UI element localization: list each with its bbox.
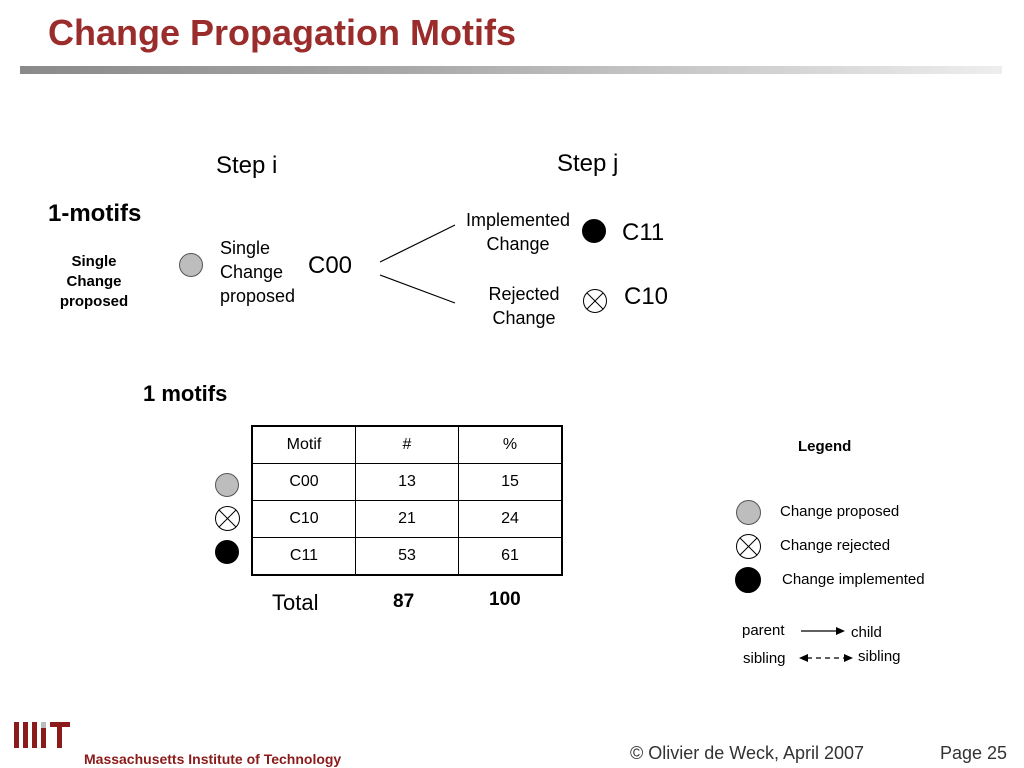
sibling-arrow-icon [799, 654, 853, 662]
legend-rejected-icon [736, 534, 761, 559]
change-implemented-icon [582, 219, 606, 243]
legend-title: Legend [798, 438, 852, 455]
change-rejected-icon [215, 506, 240, 531]
cell-count: 13 [355, 463, 459, 501]
legend-proposed-icon [736, 500, 761, 525]
cell-motif: C10 [251, 500, 356, 538]
table-header-row: Motif # % [251, 425, 563, 464]
table-row: C11 53 61 [251, 537, 563, 576]
rejected-change-label: Rejected Change [488, 284, 560, 328]
implemented-change-label: Implemented Change [465, 210, 571, 254]
legend-parent-label: parent [742, 622, 785, 639]
page-number: Page 25 [940, 743, 1008, 763]
edge-to-implemented [379, 224, 456, 263]
step-i-label: Step i [216, 152, 278, 179]
node-c00-label: C00 [308, 252, 353, 279]
cell-percent: 24 [458, 500, 563, 538]
title-rule [20, 66, 1002, 74]
node-c00-description: Single Change proposed [220, 238, 296, 306]
slide-title: Change Propagation Motifs [48, 12, 516, 53]
column-header-percent: % [458, 425, 563, 464]
column-header-count: # [355, 425, 459, 464]
edge-to-rejected [379, 274, 456, 304]
table-row: C10 21 24 [251, 500, 563, 538]
total-label: Total [272, 590, 319, 615]
one-motifs-table-heading: 1 motifs [143, 381, 228, 406]
legend-sibling-right-label: sibling [858, 648, 901, 665]
copyright-text: © Olivier de Weck, April 2007 [630, 743, 865, 763]
single-change-proposed-label: Single Change proposed [59, 253, 129, 310]
node-c10-label: C10 [624, 283, 669, 310]
total-count: 87 [393, 591, 415, 612]
legend-sibling-left-label: sibling [743, 650, 786, 667]
legend-implemented-label: Change implemented [782, 571, 925, 588]
legend-child-label: child [851, 624, 882, 641]
total-percent: 100 [489, 589, 521, 610]
mit-logo-icon [14, 722, 70, 748]
motif-table: Motif # % C00 13 15 C10 21 24 C11 53 61 [251, 425, 563, 576]
node-c11-label: C11 [622, 219, 665, 246]
cell-count: 53 [355, 537, 459, 576]
change-rejected-icon [583, 289, 607, 313]
legend-rejected-label: Change rejected [780, 537, 891, 554]
one-motifs-heading: 1-motifs [48, 200, 142, 227]
change-proposed-icon [179, 253, 203, 277]
cell-count: 21 [355, 500, 459, 538]
cell-percent: 61 [458, 537, 563, 576]
table-row: C00 13 15 [251, 463, 563, 501]
legend-implemented-icon [735, 567, 761, 593]
cell-percent: 15 [458, 463, 563, 501]
change-proposed-icon [215, 473, 239, 497]
change-implemented-icon [215, 540, 239, 564]
legend-proposed-label: Change proposed [780, 503, 900, 520]
parent-child-arrow-icon [801, 627, 845, 635]
cell-motif: C11 [251, 537, 356, 576]
step-j-label: Step j [557, 150, 619, 177]
cell-motif: C00 [251, 463, 356, 501]
column-header-motif: Motif [251, 425, 356, 464]
institution-name: Massachusetts Institute of Technology [84, 751, 342, 767]
